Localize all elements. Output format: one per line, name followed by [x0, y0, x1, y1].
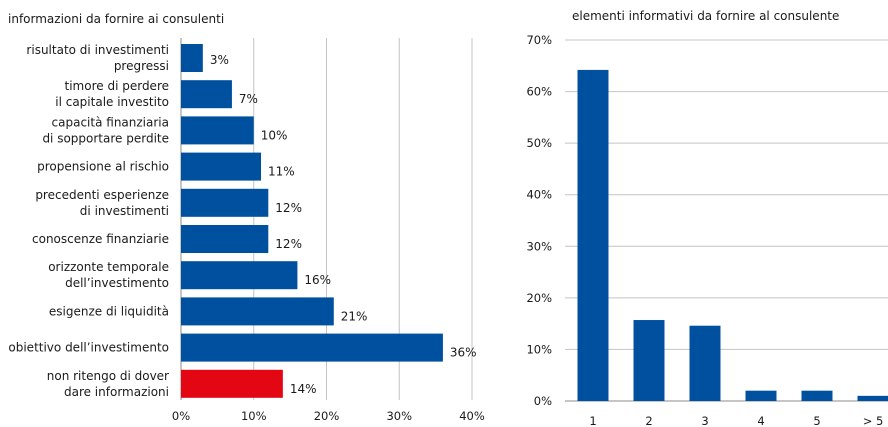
left-x-tick-labels: 0% 10% 20% 30% 40%: [172, 409, 485, 423]
right-y-tick-label: 70%: [526, 33, 552, 47]
right-bar: [689, 325, 721, 401]
right-y-tick-label: 40%: [526, 188, 552, 202]
right-y-tick-label: 30%: [526, 239, 552, 253]
right-x-tick-label: 1: [589, 414, 596, 427]
left-value-label: 7%: [239, 92, 258, 106]
left-bar: [181, 80, 232, 109]
left-bar: [181, 297, 334, 326]
left-value-label: 10%: [261, 128, 288, 142]
left-category-label: dell’investimento: [65, 276, 169, 290]
left-bar: [181, 333, 443, 362]
right-y-tick-label: 20%: [526, 291, 552, 305]
right-bars: [577, 69, 888, 401]
left-category-label: capacità finanziaria: [52, 115, 169, 129]
right-y-tick-label: 60%: [526, 85, 552, 99]
right-x-tick-label: 3: [701, 414, 708, 427]
left-category-label: conoscenze finanziarie: [32, 232, 169, 246]
left-bars: [181, 44, 443, 398]
left-category-labels: risultato di investimenti pregressi timore…: [8, 43, 169, 399]
right-bar: [745, 390, 777, 401]
left-value-label: 12%: [275, 201, 302, 215]
right-chart-title: elementi informativi da fornire al consu…: [572, 9, 839, 23]
left-category-label: non ritengo di dover: [47, 369, 169, 383]
right-bar: [801, 390, 833, 401]
right-x-tick-labels: 1 2 3 4 5 > 5: [589, 414, 883, 427]
left-x-tick-label: 0%: [172, 409, 190, 423]
left-category-label: dare informazioni: [64, 385, 169, 399]
left-value-label: 21%: [341, 309, 368, 323]
left-category-label: precedenti esperienze: [35, 188, 169, 202]
right-x-tick-label: 5: [813, 414, 820, 427]
left-bar: [181, 225, 269, 253]
right-y-tick-label: 0%: [534, 394, 552, 408]
right-y-tick-labels: 0% 10% 20% 30% 40% 50% 60% 70%: [526, 33, 552, 408]
left-value-label: 12%: [275, 237, 302, 251]
left-category-label: risultato di investimenti: [26, 43, 169, 57]
left-category-label: propensione al rischio: [37, 160, 169, 174]
left-x-tick-label: 20%: [314, 409, 340, 423]
left-category-label: timore di perdere: [65, 79, 169, 93]
left-x-tick-label: 10%: [241, 409, 267, 423]
left-value-label: 3%: [210, 53, 229, 67]
right-y-tick-label: 50%: [526, 136, 552, 150]
left-category-label: orizzonte temporale: [48, 260, 169, 274]
left-category-label: di investimenti: [80, 204, 169, 218]
left-bar: [181, 369, 283, 398]
right-y-tick-label: 10%: [526, 342, 552, 356]
right-x-tick-label: 2: [645, 414, 652, 427]
right-x-tick-label: 4: [757, 414, 764, 427]
left-category-label: di sopportare perdite: [42, 131, 169, 145]
left-value-label: 11%: [268, 165, 295, 179]
left-bar: [181, 44, 203, 72]
left-x-tick-label: 30%: [386, 409, 412, 423]
left-bar: [181, 152, 262, 181]
right-x-tick-label: > 5: [863, 414, 884, 427]
left-x-tick-label: 40%: [459, 409, 485, 423]
right-gridlines: [565, 39, 888, 402]
left-bar: [181, 188, 269, 217]
left-value-label: 36%: [450, 346, 477, 360]
left-bar: [181, 116, 254, 145]
left-category-label: esigenze di liquidità: [49, 304, 169, 318]
left-chart-title: informazioni da fornire ai consulenti: [8, 12, 224, 26]
right-chart: elementi informativi da fornire al consu…: [526, 9, 888, 427]
left-value-label: 16%: [304, 273, 331, 287]
left-category-label: pregressi: [114, 59, 169, 73]
left-value-label: 14%: [290, 382, 317, 396]
left-chart: informazioni da fornire ai consulenti ri…: [8, 12, 485, 423]
left-value-labels: 3% 7% 10% 11% 12% 12% 16% 21% 36% 14%: [210, 53, 477, 396]
left-category-label: obiettivo dell’investimento: [8, 341, 169, 355]
left-bar: [181, 261, 298, 290]
right-bar: [577, 69, 609, 401]
right-bar: [857, 395, 888, 401]
right-bar: [633, 320, 665, 401]
left-category-label: il capitale investito: [55, 95, 169, 109]
